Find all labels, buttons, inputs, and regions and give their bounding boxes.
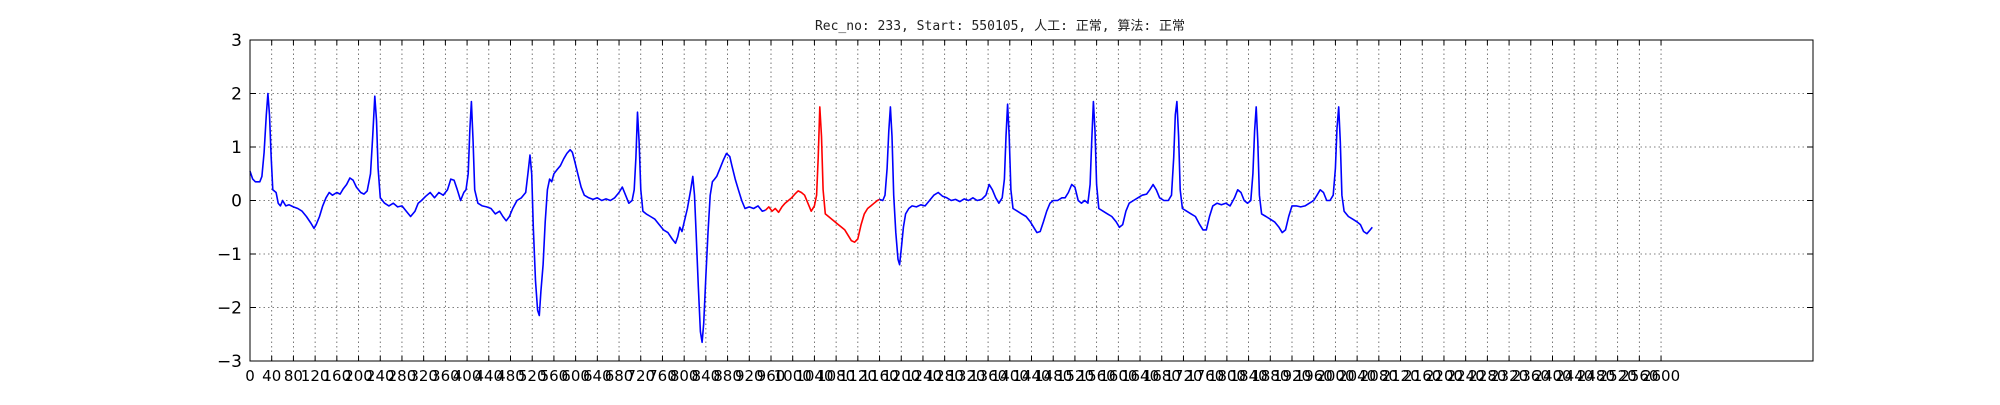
x-tick-label: 480 — [496, 367, 525, 385]
x-tick-label: 2360 — [1512, 367, 1550, 385]
y-tick-label: 1 — [231, 138, 242, 158]
x-tick-label: 1480 — [1034, 367, 1072, 385]
x-tick-label: 1680 — [1143, 367, 1181, 385]
x-tick-label: 2080 — [1360, 367, 1398, 385]
x-tick-label: 840 — [692, 367, 721, 385]
series-line-1 — [765, 106, 880, 243]
x-tick-label: 2600 — [1642, 367, 1680, 385]
y-tick-label: 0 — [231, 192, 242, 212]
x-tick-label: 80 — [284, 367, 303, 385]
x-tick-label: 560 — [540, 367, 569, 385]
x-tick-label: 1000 — [774, 367, 812, 385]
x-tick-label: 1800 — [1208, 367, 1246, 385]
y-tick-label: −3 — [217, 352, 242, 372]
x-tick-label: 240 — [366, 367, 395, 385]
x-tick-label: 680 — [605, 367, 634, 385]
y-tick-label: −1 — [217, 245, 242, 265]
x-tick-label: 2320 — [1490, 367, 1528, 385]
x-tick-label: 1240 — [904, 367, 942, 385]
x-tick-label: 1520 — [1056, 367, 1094, 385]
x-tick-label: 2400 — [1533, 367, 1571, 385]
x-tick-label: 2200 — [1425, 367, 1463, 385]
x-tick-label: 1120 — [839, 367, 877, 385]
x-tick-label: 2520 — [1599, 367, 1637, 385]
series-line-0 — [249, 92, 766, 344]
chart-title: Rec_no: 233, Start: 550105, 人工: 正常, 算法: … — [815, 19, 1185, 34]
x-tick-label: 2280 — [1468, 367, 1506, 385]
x-tick-label: 40 — [262, 367, 281, 385]
series-line-2 — [879, 100, 1373, 266]
x-tick-label: 1880 — [1251, 367, 1289, 385]
x-tick-label: 1920 — [1273, 367, 1311, 385]
x-tick-label: 120 — [301, 367, 330, 385]
x-tick-label: 360 — [431, 367, 460, 385]
x-tick-label: 1400 — [991, 367, 1029, 385]
x-tick-label: 640 — [583, 367, 612, 385]
x-tick-label: 520 — [518, 367, 547, 385]
x-tick-label: 0 — [245, 367, 255, 385]
x-tick-label: 320 — [409, 367, 438, 385]
y-tick-label: −2 — [217, 299, 242, 319]
x-tick-label: 1640 — [1121, 367, 1159, 385]
x-tick-label: 1280 — [926, 367, 964, 385]
x-tick-label: 1720 — [1164, 367, 1202, 385]
x-tick-label: 1320 — [947, 367, 985, 385]
x-tick-label: 1560 — [1078, 367, 1116, 385]
y-tick-label: 3 — [231, 31, 242, 51]
x-tick-label: 2120 — [1381, 367, 1419, 385]
x-tick-label: 2560 — [1620, 367, 1658, 385]
x-tick-label: 2000 — [1316, 367, 1354, 385]
x-tick-label: 920 — [735, 367, 764, 385]
x-tick-label: 160 — [323, 367, 352, 385]
x-tick-label: 1440 — [1012, 367, 1050, 385]
x-tick-label: 2040 — [1338, 367, 1376, 385]
series-layer — [249, 92, 1373, 344]
x-tick-label: 760 — [648, 367, 677, 385]
x-tick-label: 2480 — [1577, 367, 1615, 385]
x-tick-label: 1200 — [882, 367, 920, 385]
x-tick-label: 2160 — [1403, 367, 1441, 385]
x-tick-label: 720 — [626, 367, 655, 385]
x-tick-label: 960 — [757, 367, 786, 385]
x-tick-label: 600 — [561, 367, 590, 385]
x-tick-label: 1080 — [817, 367, 855, 385]
grid-layer — [249, 39, 1813, 362]
x-tick-label: 1840 — [1229, 367, 1267, 385]
x-tick-label: 1040 — [795, 367, 833, 385]
x-tick-label: 1760 — [1186, 367, 1224, 385]
x-tick-label: 1360 — [969, 367, 1007, 385]
tick-layer: 0 40 8012016020024028032036040044048052056… — [217, 31, 1813, 385]
x-tick-label: 1160 — [860, 367, 898, 385]
x-tick-label: 1960 — [1295, 367, 1333, 385]
x-tick-label: 2440 — [1555, 367, 1593, 385]
x-tick-label: 800 — [670, 367, 699, 385]
x-tick-label: 400 — [453, 367, 482, 385]
x-tick-label: 280 — [388, 367, 417, 385]
y-tick-label: 2 — [231, 85, 242, 105]
x-tick-label: 1600 — [1099, 367, 1137, 385]
x-tick-label: 2240 — [1447, 367, 1485, 385]
x-tick-label: 880 — [713, 367, 742, 385]
x-tick-label: 440 — [474, 367, 503, 385]
x-tick-label: 200 — [344, 367, 373, 385]
